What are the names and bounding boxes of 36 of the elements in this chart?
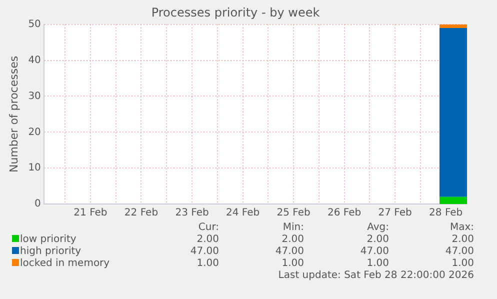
y-tick-label: 40	[28, 54, 41, 66]
x-tick-label: 22 Feb	[124, 208, 158, 219]
text: 47.00	[274, 246, 304, 258]
text: 2.00	[196, 234, 219, 246]
x-tick-label: 25 Feb	[276, 208, 310, 219]
text: Avg:	[366, 222, 389, 234]
y-axis-title: Number of processes	[7, 56, 20, 172]
text: 47.00	[189, 246, 219, 258]
text: 1.00	[280, 258, 304, 270]
x-tick-label: 24 Feb	[226, 208, 260, 219]
y-tick-label: 50	[28, 18, 41, 30]
x-tick-label: 21 Feb	[74, 208, 108, 219]
y-tick-label: 0	[34, 198, 41, 210]
y-tick-label: 20	[28, 126, 41, 138]
text: 1.00	[366, 258, 389, 270]
x-tick-label: 23 Feb	[175, 208, 209, 219]
chart-title: Processes priority - by week	[151, 5, 320, 20]
text: 2.00	[280, 234, 304, 246]
text: 1.00	[450, 258, 474, 270]
text: 2.00	[450, 234, 474, 246]
text: 47.00	[359, 246, 389, 258]
y-tick-label: 30	[28, 90, 41, 102]
y-tick-label: 10	[28, 162, 41, 174]
text: Last update: Sat Feb 28 22:00:00 2026	[277, 270, 474, 282]
legend-label: high priority	[19, 246, 82, 258]
text: 47.00	[444, 246, 474, 258]
legend-label: locked in memory	[19, 258, 111, 270]
text: 1.00	[196, 258, 219, 270]
x-tick-label: 28 Feb	[429, 208, 463, 219]
text: Min:	[282, 222, 304, 234]
text: Cur:	[197, 222, 219, 234]
text: 2.00	[366, 234, 389, 246]
x-tick-label: 27 Feb	[378, 208, 412, 219]
text: Max:	[448, 222, 474, 234]
x-tick-label: 26 Feb	[328, 208, 362, 219]
legend-label: low priority	[19, 234, 78, 246]
